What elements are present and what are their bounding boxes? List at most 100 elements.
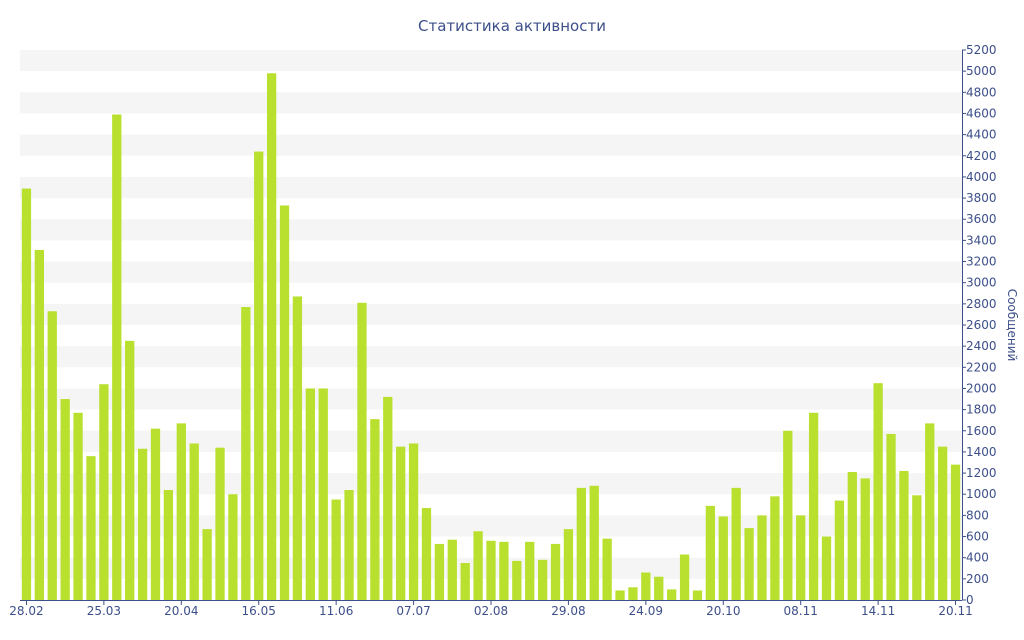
y-tick-label: 4400	[966, 128, 997, 142]
bar	[21, 188, 32, 600]
bar	[718, 516, 728, 600]
bar	[512, 560, 522, 600]
bar	[357, 302, 367, 600]
bar	[150, 428, 161, 600]
bar	[860, 478, 870, 600]
bar	[215, 447, 225, 600]
bar	[241, 307, 251, 600]
bar	[112, 114, 122, 601]
grid-band	[20, 430, 962, 452]
x-tick-label: 07.07	[396, 604, 430, 618]
bar	[731, 487, 741, 600]
bar	[447, 539, 457, 600]
bar	[292, 296, 303, 600]
bar	[34, 249, 44, 600]
bar	[202, 529, 212, 600]
y-tick-label: 5200	[966, 43, 997, 57]
bar	[925, 423, 935, 600]
bar	[821, 536, 832, 600]
x-tick-label: 02.08	[474, 604, 508, 618]
bar	[886, 433, 896, 600]
y-tick-label: 2000	[966, 381, 997, 395]
bar	[783, 430, 793, 600]
y-tick-label: 4800	[966, 85, 997, 99]
bar	[344, 490, 354, 600]
y-tick-label: 5000	[966, 64, 997, 78]
bar	[370, 419, 380, 600]
grid-band	[20, 388, 962, 410]
bar	[99, 384, 109, 600]
y-tick-label: 0	[966, 593, 974, 607]
y-tick-label: 3400	[966, 233, 997, 247]
x-tick-label: 25.03	[87, 604, 121, 618]
y-tick-label: 2600	[966, 318, 997, 332]
grid-band	[20, 473, 962, 495]
y-tick-label: 800	[966, 508, 989, 522]
bar	[460, 562, 470, 600]
bar	[305, 388, 315, 600]
y-tick-label: 200	[966, 572, 989, 586]
bar	[473, 531, 483, 600]
bar	[667, 589, 677, 600]
bar	[808, 412, 819, 600]
y-tick-label: 3200	[966, 255, 997, 269]
bar	[550, 543, 561, 600]
bar	[396, 446, 406, 600]
grid-band	[20, 92, 962, 114]
x-tick-label: 28.02	[9, 604, 43, 618]
bar	[705, 505, 716, 600]
grid-band	[20, 134, 962, 156]
bar	[137, 448, 148, 600]
y-tick-label: 3000	[966, 276, 997, 290]
bar	[266, 73, 277, 600]
bar	[679, 554, 690, 600]
x-axis: 28.02 25.03 20.04 16.05 11.06 07.07 02.08 29.08…	[9, 600, 973, 618]
bar	[279, 205, 290, 601]
x-tick-label: 11.06	[319, 604, 353, 618]
bar	[73, 412, 83, 600]
bar	[318, 388, 328, 600]
grid-band	[20, 176, 962, 199]
bar	[938, 446, 948, 600]
bars-group	[21, 73, 961, 601]
grid-band	[20, 303, 962, 325]
bar	[602, 538, 612, 600]
y-tick-label: 1600	[966, 424, 997, 438]
bar	[125, 340, 135, 600]
grid-band	[20, 219, 962, 241]
y-tick-label: 1800	[966, 403, 997, 417]
y-tick-label: 400	[966, 551, 989, 565]
bar	[383, 396, 393, 600]
bar	[834, 500, 845, 600]
bar	[176, 423, 186, 600]
bar	[744, 528, 754, 600]
bar	[486, 540, 496, 600]
x-tick-label: 29.08	[551, 604, 585, 618]
bar	[628, 587, 638, 600]
y-tick-label: 3600	[966, 212, 997, 226]
bar	[615, 590, 625, 600]
bar	[408, 443, 419, 600]
bar	[189, 443, 199, 600]
bar	[228, 494, 238, 600]
bar	[60, 399, 70, 600]
bar	[692, 590, 703, 600]
x-tick-label: 20.10	[706, 604, 740, 618]
bar	[86, 456, 96, 600]
bar	[576, 487, 586, 600]
bar	[873, 383, 883, 600]
bar	[950, 464, 961, 600]
bar	[757, 515, 767, 600]
bar	[589, 485, 599, 600]
y-tick-label: 600	[966, 530, 989, 544]
bar	[537, 559, 548, 600]
x-tick-label: 20.04	[164, 604, 198, 618]
y-axis: 0 200 400 600 800 1000 1200 1400 1600 1800 2000 220…	[962, 43, 997, 607]
bar	[796, 515, 806, 600]
x-tick-label: 16.05	[242, 604, 276, 618]
bar	[847, 472, 857, 600]
y-tick-label: 4600	[966, 106, 997, 120]
bar	[641, 572, 651, 600]
grid-band	[20, 346, 962, 368]
